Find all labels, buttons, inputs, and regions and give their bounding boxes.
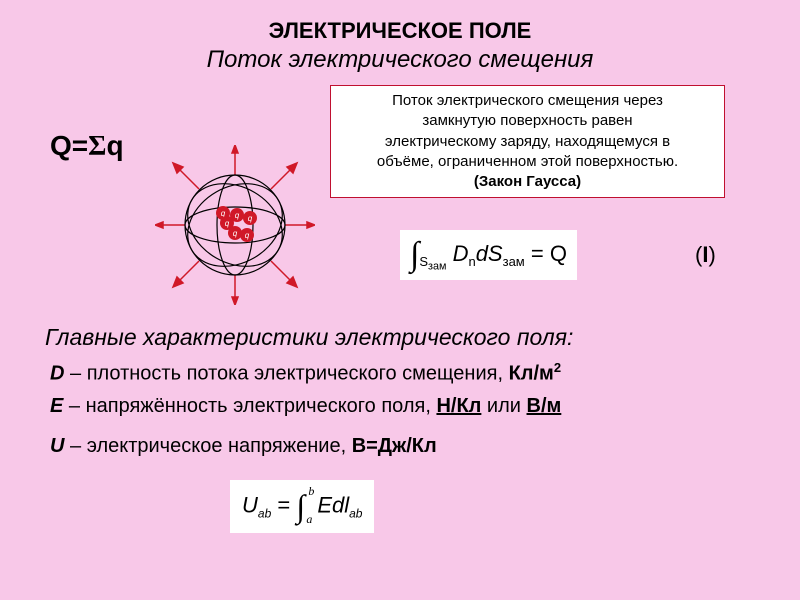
voltage-integral: Uab = ∫ba Edlab bbox=[230, 480, 374, 533]
d-sym: D bbox=[50, 363, 64, 385]
int-zam: зам bbox=[428, 261, 446, 273]
field-arrows bbox=[155, 145, 315, 305]
sphere-wireframe bbox=[173, 167, 298, 283]
svg-text:q: q bbox=[235, 211, 240, 220]
title-sub: Поток электрического смещения bbox=[0, 46, 800, 74]
title-main: ЭЛЕКТРИЧЕСКОЕ ПОЛЕ bbox=[0, 0, 800, 44]
svg-text:q: q bbox=[248, 214, 253, 223]
u-text: – электрическое напряжение, bbox=[64, 435, 351, 457]
svg-text:q: q bbox=[233, 229, 238, 238]
e-unit1: Н/Кл bbox=[436, 395, 481, 417]
int-a: a bbox=[306, 512, 312, 527]
formula-q-sigma: Q=Σq bbox=[50, 130, 124, 163]
definition-u: U – электрическое напряжение, В=Дж/Кл bbox=[50, 435, 437, 458]
gauss-l4: объёме, ограниченном этой поверхностью. bbox=[339, 152, 716, 172]
svg-text:q: q bbox=[225, 219, 230, 228]
gauss-law-box: Поток электрического смещения через замк… bbox=[330, 85, 725, 198]
ds: dS bbox=[476, 241, 503, 266]
edl: Edl bbox=[317, 492, 349, 517]
q-var: q bbox=[106, 130, 123, 161]
eq-q: = Q bbox=[525, 241, 567, 266]
sphere-diagram: q q q q q q bbox=[155, 145, 315, 305]
diagram-svg: q q q q q q bbox=[155, 145, 315, 305]
gauss-l3: электрическому заряду, находящемуся в bbox=[339, 132, 716, 152]
gauss-integral: ∫Sзам DndSзам = Q bbox=[400, 230, 577, 280]
e-or: или bbox=[481, 395, 526, 417]
gauss-l2: замкнутую поверхность равен bbox=[339, 111, 716, 131]
e-text: – напряжённость электрического поля, bbox=[63, 395, 436, 417]
edl-ab: ab bbox=[349, 507, 362, 521]
u-eq: = bbox=[271, 492, 296, 517]
gauss-l1: Поток электрического смещения через bbox=[339, 91, 716, 111]
section-heading: Главные характеристики электрического по… bbox=[45, 324, 573, 351]
dn-sub: n bbox=[468, 254, 475, 269]
equation-number: (I) bbox=[695, 242, 716, 268]
u-ab: ab bbox=[258, 507, 271, 521]
gauss-law-name: (Закон Гаусса) bbox=[339, 172, 716, 192]
e-unit2: В/м bbox=[527, 395, 562, 417]
u-unit: В=Дж/Кл bbox=[352, 435, 437, 457]
dn: D bbox=[453, 241, 469, 266]
charges: q q q q q q bbox=[216, 206, 257, 242]
u-var: U bbox=[242, 492, 258, 517]
u-sym: U bbox=[50, 435, 64, 457]
definition-d: D – плотность потока электрического смещ… bbox=[50, 360, 561, 386]
d-unit-sup: 2 bbox=[554, 360, 561, 375]
int-s: S bbox=[419, 254, 428, 269]
e-sym: E bbox=[50, 395, 63, 417]
q-eq: Q= bbox=[50, 130, 88, 161]
sigma: Σ bbox=[88, 131, 106, 162]
d-unit: Кл/м bbox=[509, 363, 554, 385]
int-b: b bbox=[308, 484, 314, 499]
svg-text:q: q bbox=[245, 231, 250, 240]
eq-num-val: I bbox=[702, 242, 708, 267]
d-text: – плотность потока электрического смещен… bbox=[64, 363, 508, 385]
definition-e: E – напряжённость электрического поля, Н… bbox=[50, 395, 561, 418]
ds-sub: зам bbox=[503, 254, 525, 269]
